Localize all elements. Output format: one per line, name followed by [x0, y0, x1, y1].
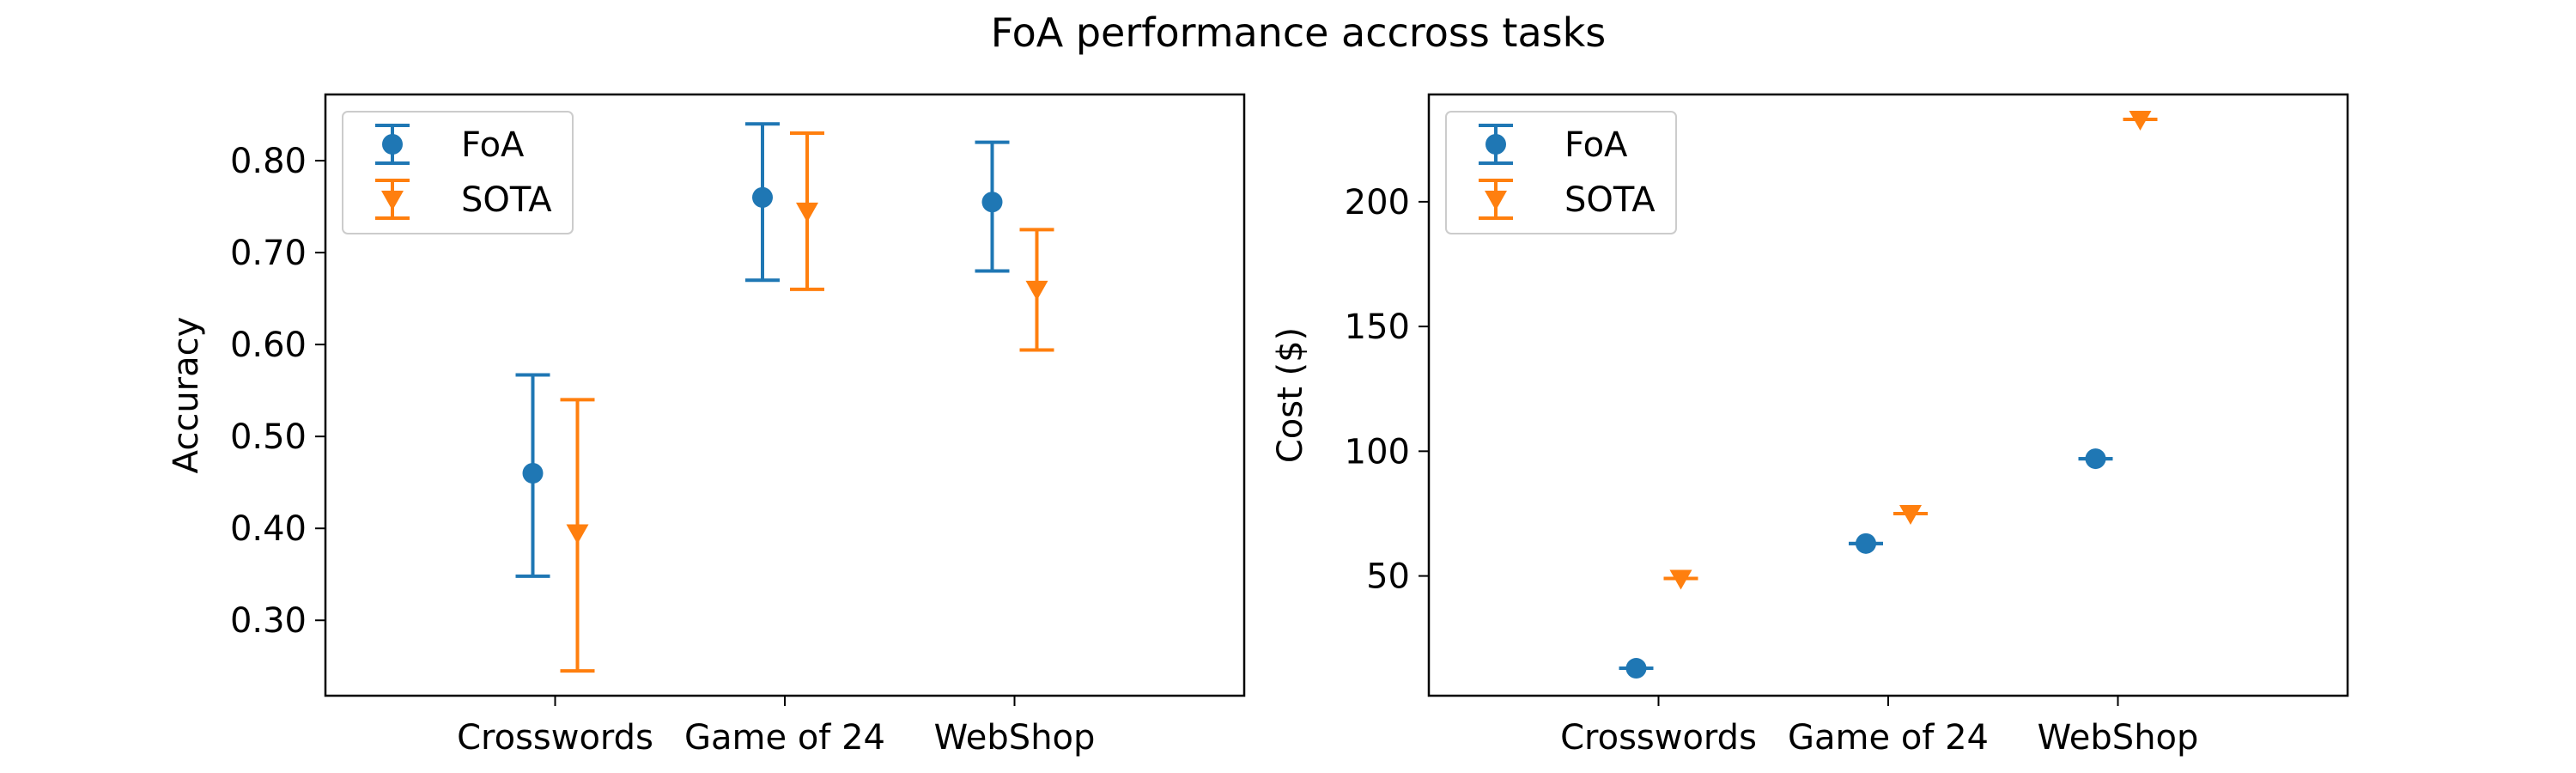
cost-x-tick-label-crosswords: Crosswords [1560, 718, 1757, 758]
accuracy-y-tick-label: 0.30 [230, 601, 307, 641]
accuracy-y-tick-label: 0.60 [230, 326, 307, 365]
cost-y-tick-label: 100 [1345, 432, 1410, 472]
cost-foa-crosswords-point [1625, 658, 1647, 679]
cost-x-tick-label-webshop: WebShop [2038, 718, 2199, 758]
cost-y-tick-label: 150 [1345, 307, 1410, 347]
cost-y-axis-label: Cost ($) [1271, 327, 1310, 463]
cost-legend-entry-sota: SOTA [1479, 179, 1656, 220]
cost-y-tick-label: 200 [1345, 183, 1410, 222]
accuracy-sota-crosswords-point [566, 524, 589, 545]
accuracy-legend-entry-foa: FoA [375, 124, 525, 165]
cost-legend-marker-sota [1485, 191, 1507, 210]
cost-legend-entry-foa: FoA [1479, 124, 1628, 165]
accuracy-x-tick-label-crosswords: Crosswords [457, 718, 653, 758]
accuracy-y-tick-label: 0.80 [230, 142, 307, 181]
cost-x-tick-label-game-of-24: Game of 24 [1788, 718, 1989, 758]
cost-legend: FoA SOTA [1445, 111, 1677, 234]
accuracy-y-tick-label: 0.70 [230, 234, 307, 273]
accuracy-legend-label-sota: SOTA [461, 180, 552, 220]
accuracy-legend-marker-sota [381, 191, 404, 210]
accuracy-sota-webshop-point [1025, 280, 1048, 301]
accuracy-x-tick-label-game-of-24: Game of 24 [684, 718, 885, 758]
accuracy-y-tick-label: 0.40 [230, 509, 307, 549]
cost-foa-webshop-point [2085, 448, 2106, 470]
cost-sota-game-of-24-point [1899, 504, 1922, 525]
figure-title: FoA performance accross tasks [991, 9, 1606, 56]
cost-legend-marker-foa [1485, 134, 1506, 155]
accuracy-y-tick-label: 0.50 [230, 417, 307, 457]
accuracy-x-tick-label-webshop: WebShop [934, 718, 1096, 758]
cost-sota-crosswords-point [1669, 569, 1692, 590]
accuracy-legend: FoA SOTA [342, 111, 574, 234]
accuracy-foa-game-of-24-point [752, 186, 773, 208]
accuracy-legend-label-foa: FoA [461, 125, 525, 165]
accuracy-foa-webshop-point [981, 192, 1003, 213]
cost-panel: 50 100 150 200 Crosswords Game of 24 WebShop Co… [1271, 93, 2349, 758]
cost-foa-game-of-24-point [1856, 533, 1876, 554]
accuracy-legend-marker-foa [382, 134, 403, 155]
accuracy-foa-crosswords-point [522, 462, 544, 484]
cost-legend-label-sota: SOTA [1564, 180, 1656, 220]
accuracy-sota-game-of-24-point [796, 202, 818, 222]
accuracy-legend-entry-sota: SOTA [375, 179, 552, 220]
accuracy-y-axis-label: Accuracy [167, 317, 206, 474]
cost-y-tick-label: 50 [1366, 557, 1410, 597]
accuracy-panel: 0.30 0.40 0.50 0.60 0.70 0.80 Crosswords Game o… [167, 93, 1246, 758]
cost-legend-label-foa: FoA [1564, 125, 1628, 165]
cost-sota-webshop-point [2129, 111, 2152, 131]
